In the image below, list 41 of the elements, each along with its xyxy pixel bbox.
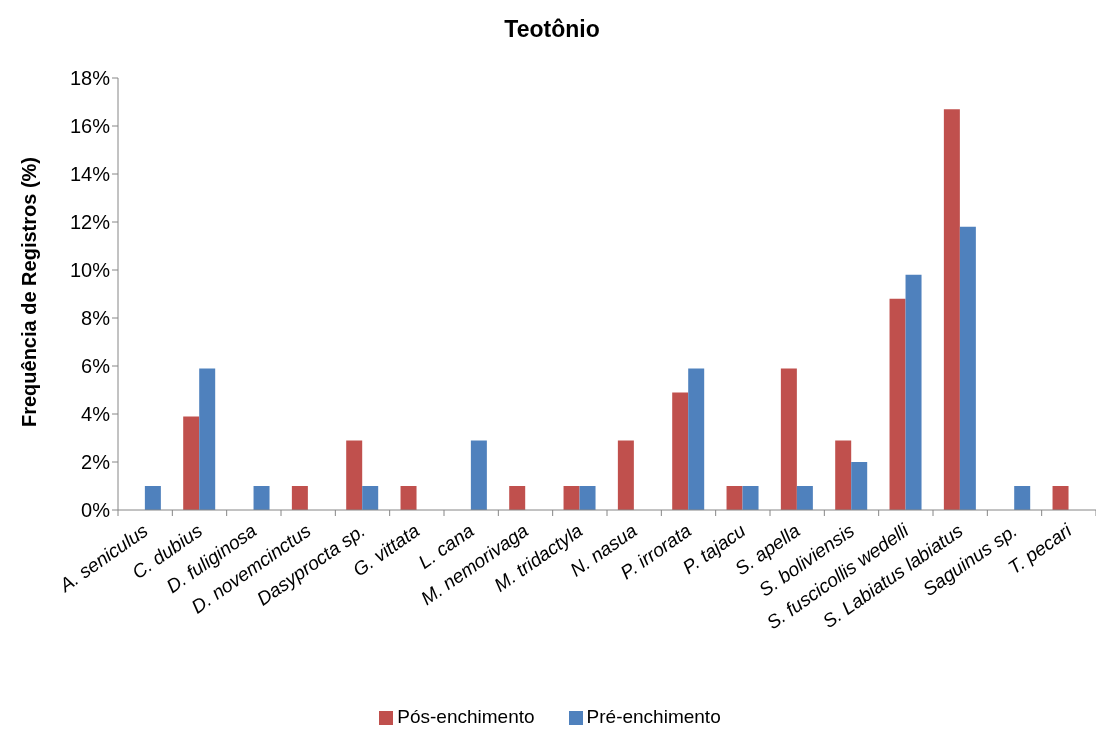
bar — [742, 486, 759, 510]
bar — [362, 486, 379, 510]
y-tick-label: 4% — [81, 403, 111, 426]
bar — [346, 440, 363, 510]
bar — [291, 486, 308, 510]
bar — [617, 440, 634, 510]
y-axis-title: Frequência de Registros (%) — [17, 156, 41, 428]
bar — [796, 486, 813, 510]
bar — [726, 486, 743, 510]
bar — [688, 368, 705, 510]
y-tick-label: 12% — [69, 211, 111, 234]
y-tick-label: 14% — [69, 163, 111, 186]
y-tick-label: 8% — [81, 307, 111, 330]
y-tick-label: 16% — [69, 115, 111, 138]
legend-label: Pré-enchimento — [586, 706, 721, 727]
bar — [780, 368, 797, 510]
bar — [959, 226, 976, 510]
bar — [579, 486, 596, 510]
y-tick-label: 18% — [69, 67, 111, 90]
bar — [509, 486, 526, 510]
chart-title: Teotônio — [503, 16, 601, 43]
bar — [905, 274, 922, 510]
bar — [199, 368, 216, 510]
bar — [253, 486, 270, 510]
bar — [889, 298, 906, 510]
y-tick-label: 0% — [81, 499, 111, 522]
y-tick-label: 6% — [81, 355, 111, 378]
bar — [563, 486, 580, 510]
bar — [1014, 486, 1031, 510]
y-tick-label: 10% — [69, 259, 111, 282]
bar — [470, 440, 487, 510]
bar — [851, 462, 868, 510]
legend-label: Pós-enchimento — [397, 706, 535, 727]
bar — [835, 440, 852, 510]
bar — [144, 486, 161, 510]
bar — [183, 416, 200, 510]
bar — [943, 109, 960, 510]
y-tick-label: 2% — [81, 451, 111, 474]
bar — [672, 392, 689, 510]
bar — [400, 486, 417, 510]
bar — [1052, 486, 1069, 510]
